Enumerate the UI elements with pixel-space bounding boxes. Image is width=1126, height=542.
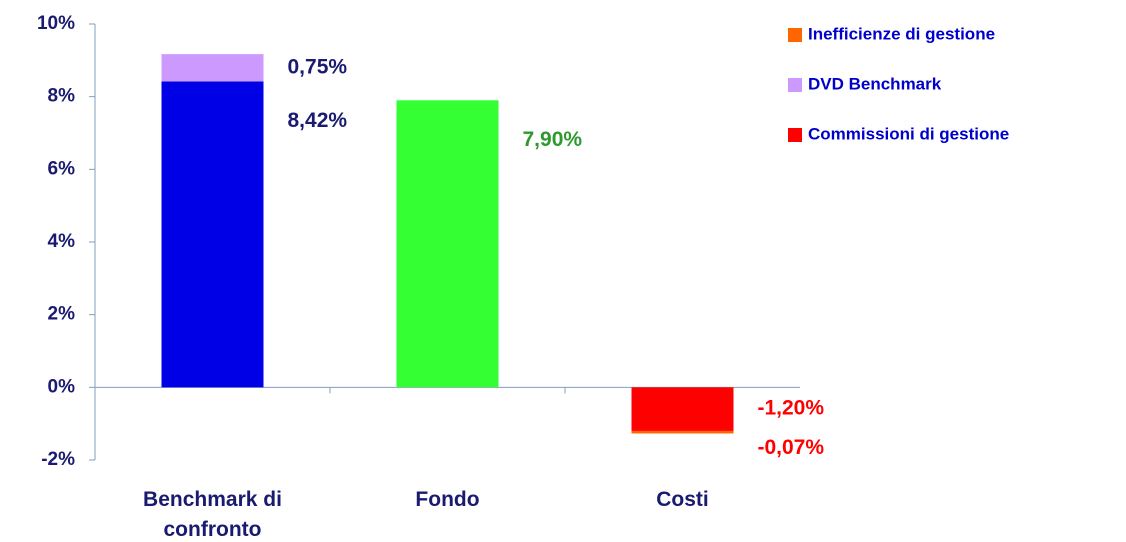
y-tick-label: 4%	[48, 231, 76, 252]
legend-label: Commissioni di gestione	[808, 124, 1009, 143]
value-label: -0,07%	[758, 436, 825, 459]
value-label: 0,75%	[288, 55, 348, 78]
value-label: 8,42%	[288, 109, 348, 132]
y-tick-label: 10%	[37, 13, 75, 34]
legend-label: Inefficienze di gestione	[808, 24, 995, 43]
y-tick-label: -2%	[41, 449, 75, 470]
legend-swatch	[788, 28, 802, 42]
bar-segment	[631, 387, 734, 431]
legend-swatch	[788, 78, 802, 92]
legend-label: DVD Benchmark	[808, 74, 942, 93]
x-tick-label: Fondo	[415, 488, 480, 511]
y-tick-label: 0%	[48, 376, 76, 397]
y-tick-label: 8%	[48, 86, 76, 107]
bar-segment	[161, 81, 264, 388]
y-tick-label: 2%	[48, 304, 76, 325]
x-tick-label: Costi	[656, 488, 709, 511]
y-tick-label: 6%	[48, 158, 76, 179]
bar-segment	[396, 100, 499, 388]
value-label: 7,90%	[523, 128, 583, 151]
bar-segment	[631, 430, 734, 434]
x-tick-label: Benchmark di confronto	[143, 488, 282, 541]
legend-swatch	[788, 128, 802, 142]
value-label: -1,20%	[758, 397, 825, 420]
bar-segment	[161, 54, 264, 82]
